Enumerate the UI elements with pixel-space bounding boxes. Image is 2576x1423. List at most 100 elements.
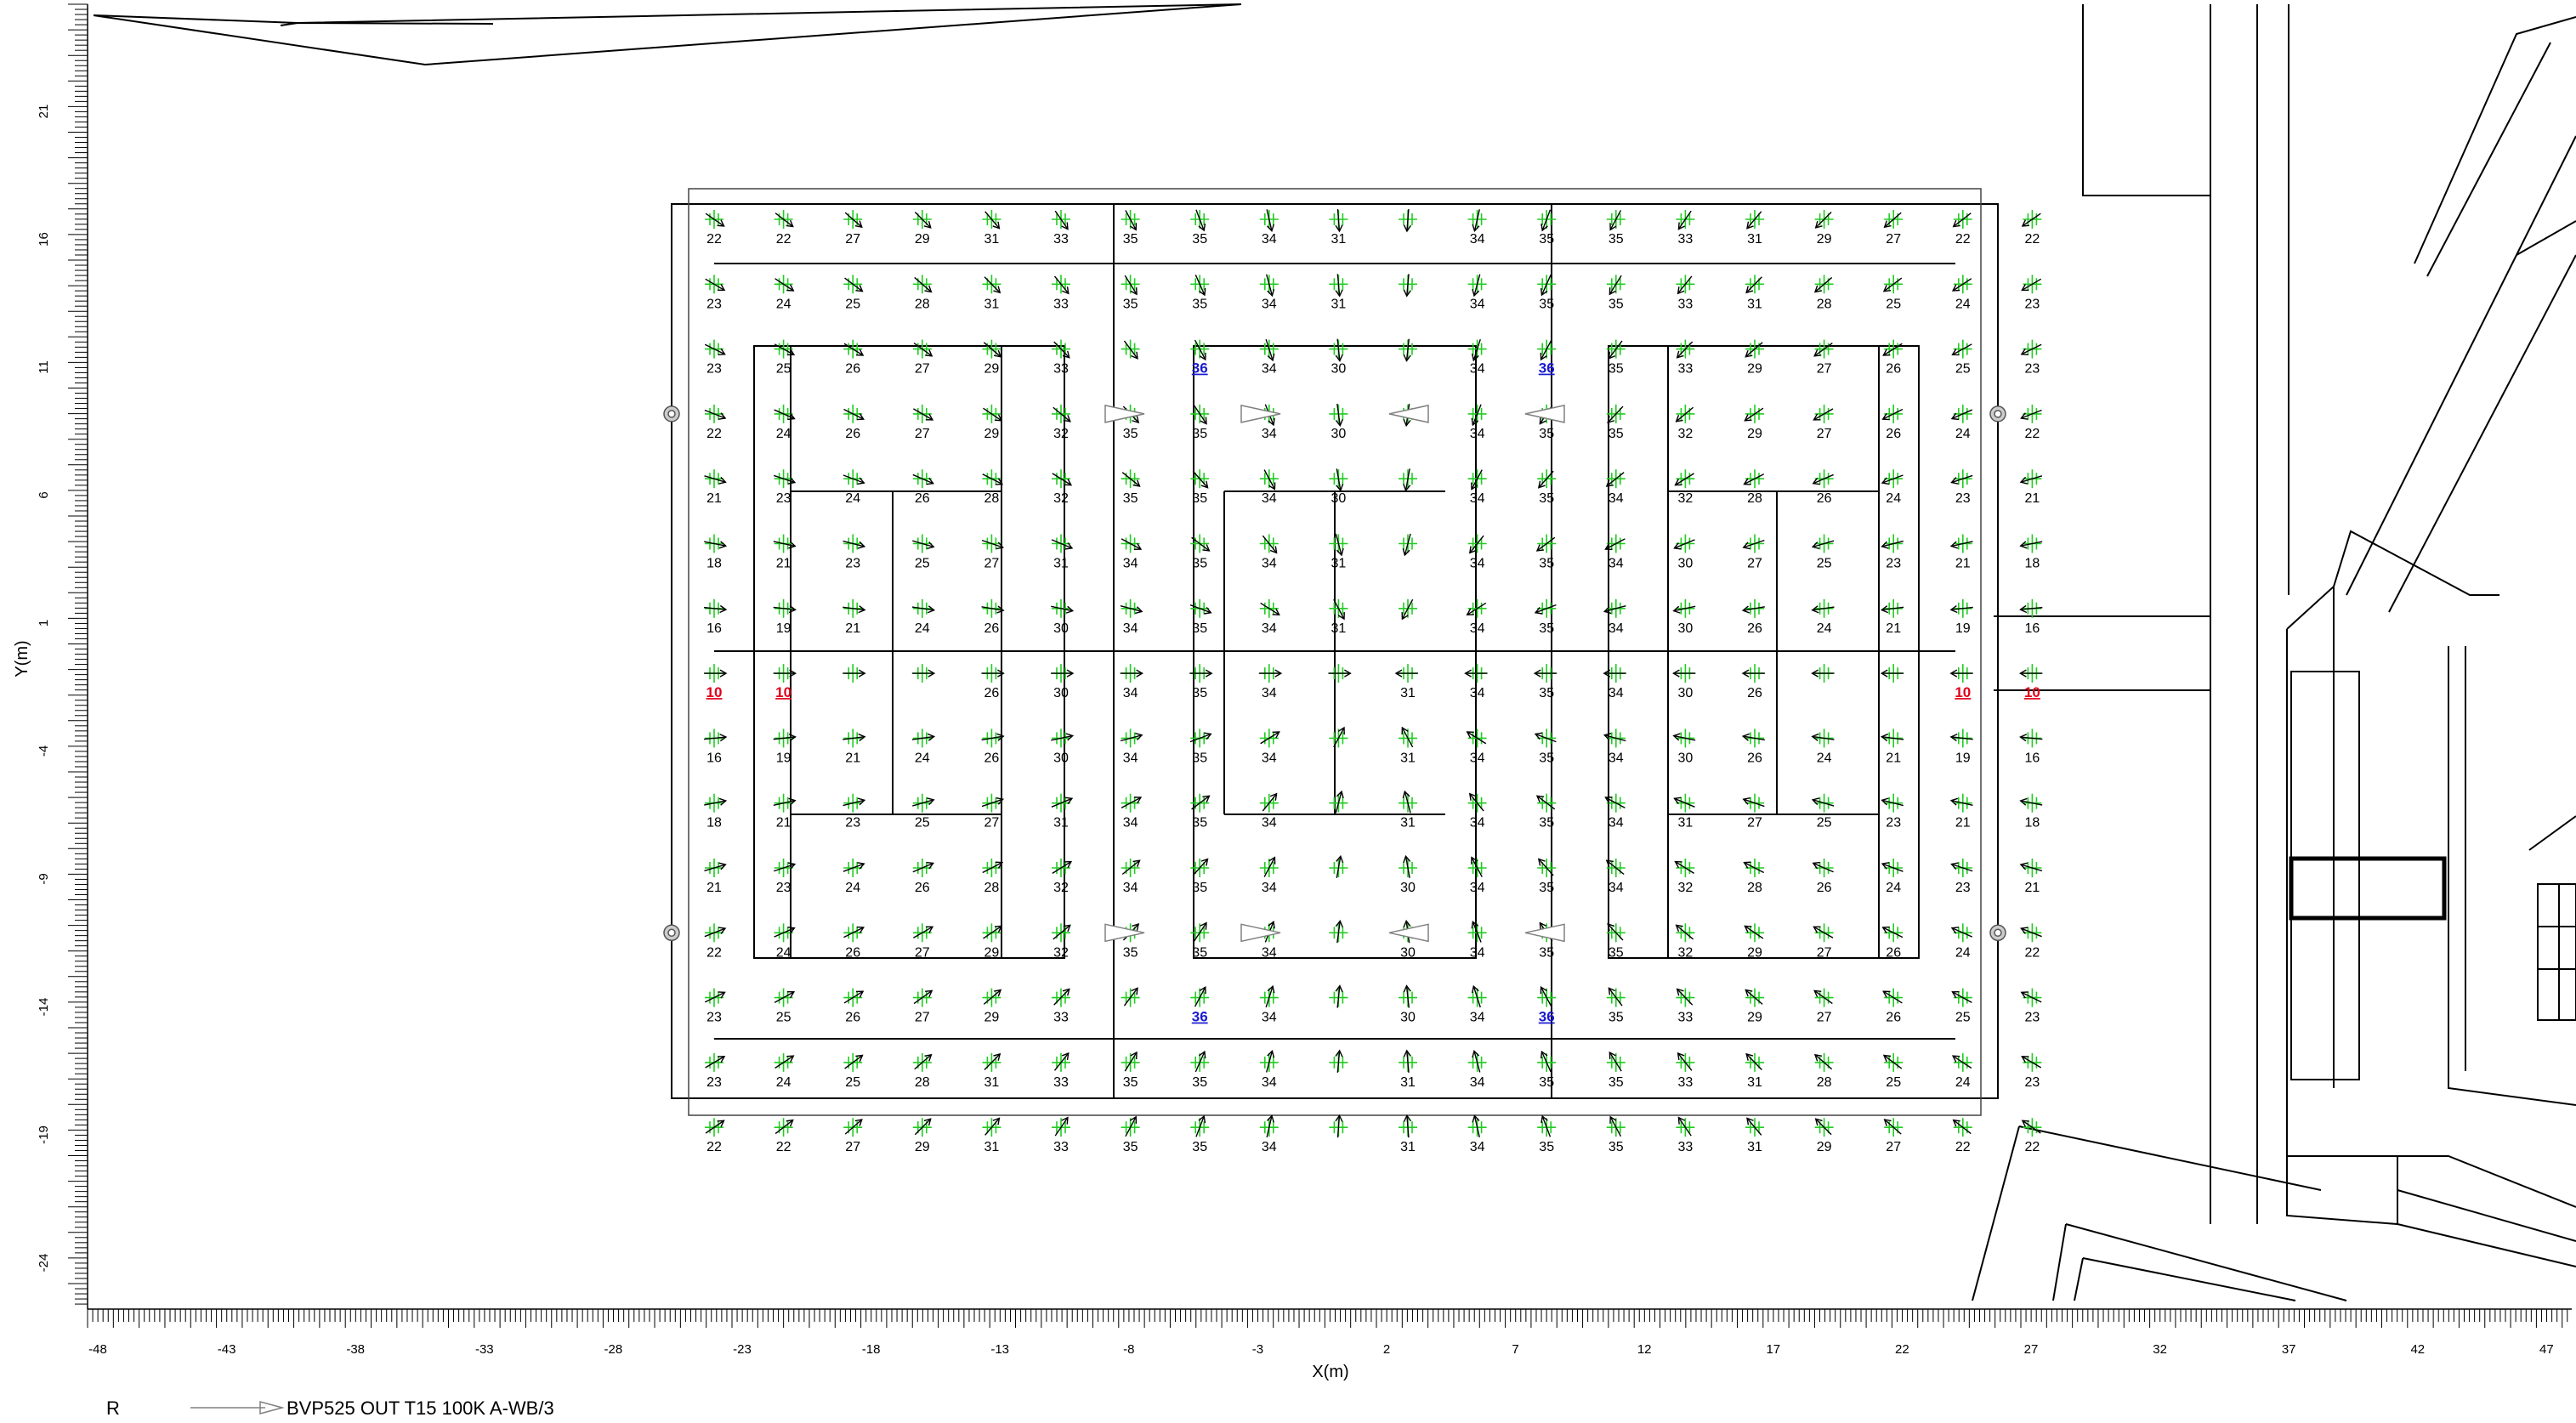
aiming-arrow xyxy=(1333,598,1345,621)
aiming-arrow xyxy=(843,990,865,1004)
grid-value: 26 xyxy=(1817,491,1832,506)
aiming-arrow xyxy=(914,1053,933,1070)
grid-value: 35 xyxy=(1609,427,1624,441)
aiming-arrow xyxy=(1052,473,1073,486)
grid-value: 35 xyxy=(1609,297,1624,311)
aiming-arrow xyxy=(981,797,1004,808)
aiming-arrow xyxy=(1814,1118,1832,1136)
aiming-arrow xyxy=(1402,790,1411,814)
aiming-arrow xyxy=(1335,1114,1343,1138)
grid-value: 34 xyxy=(1262,362,1277,377)
aiming-arrow xyxy=(1192,858,1209,876)
aiming-arrow xyxy=(1123,340,1138,360)
grid-value: 25 xyxy=(1817,816,1832,831)
grid-value: 35 xyxy=(1539,816,1554,831)
aiming-arrow xyxy=(2021,213,2041,227)
aiming-arrow xyxy=(1674,473,1694,486)
aiming-arrow xyxy=(1402,533,1411,557)
aiming-arrow xyxy=(1193,405,1207,425)
pole-circle-icon xyxy=(1989,924,2006,942)
grid-value: 26 xyxy=(1747,621,1762,636)
grid-value: 34 xyxy=(1262,945,1277,960)
grid-value: 35 xyxy=(1539,1075,1554,1090)
grid-value: 31 xyxy=(1400,751,1416,765)
grid-value: 29 xyxy=(1747,945,1762,960)
site-plan-linework xyxy=(93,3,2576,1301)
aiming-arrow xyxy=(1194,339,1206,361)
grid-value: 34 xyxy=(1123,751,1138,765)
aiming-arrow xyxy=(1540,339,1552,361)
grid-value: 32 xyxy=(1678,427,1694,441)
grid-value: 24 xyxy=(776,945,792,960)
aiming-arrow xyxy=(1328,669,1352,677)
grid-value: 18 xyxy=(706,816,722,831)
grid-value: 34 xyxy=(1609,751,1624,765)
grid-value: 31 xyxy=(1747,1140,1762,1154)
aiming-arrow xyxy=(1403,274,1411,298)
grid-value: 35 xyxy=(1539,1140,1554,1154)
grid-value: 16 xyxy=(706,621,722,636)
aiming-arrow xyxy=(2019,862,2043,872)
grid-value: 28 xyxy=(915,297,930,311)
grid-value: 33 xyxy=(1053,297,1069,311)
grid-value: 35 xyxy=(1609,1075,1624,1090)
grid-value: 26 xyxy=(1886,1011,1901,1025)
grid-value: 34 xyxy=(1609,686,1624,700)
grid-value: 23 xyxy=(2025,297,2040,311)
x-tick-label: 27 xyxy=(2024,1342,2039,1357)
aiming-arrow xyxy=(983,342,1002,358)
aiming-arrow xyxy=(1677,210,1692,230)
grid-value: 35 xyxy=(1123,491,1138,506)
aiming-arrow xyxy=(1745,1052,1762,1070)
grid-value: 29 xyxy=(1747,362,1762,377)
grid-value: 21 xyxy=(845,751,860,765)
grid-value: 30 xyxy=(1331,427,1347,441)
y-tick-label: -4 xyxy=(37,746,51,757)
aiming-arrow xyxy=(1403,468,1411,492)
grid-value: 34 xyxy=(1262,751,1277,765)
grid-value: 36 xyxy=(1192,1009,1208,1025)
aiming-arrow xyxy=(1051,539,1074,550)
aiming-arrow xyxy=(981,539,1004,550)
aiming-arrow xyxy=(1540,209,1552,232)
grid-value: 26 xyxy=(1747,686,1762,700)
aiming-arrow xyxy=(775,278,795,292)
aiming-arrow xyxy=(913,343,933,357)
aiming-arrow xyxy=(1535,536,1556,552)
aiming-arrow xyxy=(1468,535,1484,554)
aiming-arrow xyxy=(1471,338,1481,362)
aiming-arrow xyxy=(1950,474,1973,485)
aiming-arrow xyxy=(1335,403,1343,428)
aiming-arrow xyxy=(844,212,863,229)
aiming-arrow xyxy=(981,605,1005,614)
grid-value: 16 xyxy=(2025,621,2040,636)
grid-value: 22 xyxy=(706,1140,722,1154)
x-tick-label: -38 xyxy=(346,1342,365,1357)
aiming-arrow xyxy=(911,605,936,614)
aiming-arrow xyxy=(1881,408,1904,421)
grid-value: 31 xyxy=(1053,557,1069,571)
grid-value: 32 xyxy=(1053,491,1069,506)
grid-value: 35 xyxy=(1539,621,1554,636)
grid-value: 27 xyxy=(1886,232,1901,247)
grid-value: 34 xyxy=(1262,881,1277,895)
grid-value: 30 xyxy=(1331,491,1347,506)
grid-value: 29 xyxy=(984,945,1000,960)
aiming-arrow xyxy=(773,862,797,872)
grid-value: 34 xyxy=(1123,621,1138,636)
aiming-arrow xyxy=(981,669,1005,677)
grid-value: 30 xyxy=(1053,621,1069,636)
aiming-arrow xyxy=(1745,342,1763,358)
grid-value: 27 xyxy=(984,557,1000,571)
aiming-arrow xyxy=(982,861,1004,874)
grid-value: 22 xyxy=(2025,427,2040,441)
grid-value: 34 xyxy=(1262,816,1277,831)
y-tick-label: 11 xyxy=(37,360,51,374)
grid-value: 22 xyxy=(2025,1140,2040,1154)
aiming-arrow xyxy=(913,926,934,938)
grid-value: 31 xyxy=(984,1140,1000,1154)
aiming-arrow xyxy=(1540,1114,1552,1137)
grid-value: 28 xyxy=(915,1075,930,1090)
aiming-arrow xyxy=(1950,862,1973,872)
aiming-arrow xyxy=(1952,213,1972,228)
